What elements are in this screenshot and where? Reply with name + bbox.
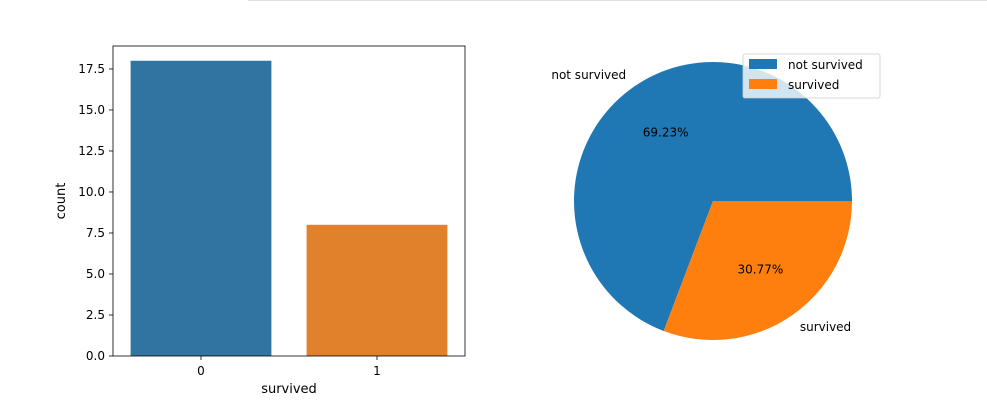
y-axis-ticks: 0.0 2.5 5.0 7.5 10.0 12.5 15.0 17.5	[78, 62, 113, 363]
pie-slice-not-survived	[574, 62, 852, 331]
legend: not survived survived	[742, 53, 881, 99]
bar-0	[130, 60, 272, 357]
pie-slice-label: survived	[800, 320, 851, 334]
legend-label: not survived	[788, 58, 863, 72]
x-axis-label: survived	[261, 382, 317, 397]
pie-slices	[574, 62, 852, 341]
legend-label: survived	[788, 78, 839, 92]
y-tick-label: 7.5	[86, 226, 105, 240]
x-tick-label: 0	[197, 364, 205, 378]
plot-frame	[112, 45, 466, 357]
legend-entries: not survived survived	[749, 58, 863, 92]
y-tick-label: 12.5	[78, 144, 105, 158]
y-tick-label: 15.0	[78, 103, 105, 117]
pie-labels: 69.23% not survived 30.77% survived	[551, 68, 851, 334]
legend-swatch	[749, 79, 777, 89]
pie-chart: 69.23% not survived 30.77% survived not sur…	[551, 53, 881, 341]
y-axis-label: count	[54, 183, 69, 220]
legend-swatch	[749, 59, 777, 69]
pie-slice-label: not survived	[551, 68, 626, 82]
bar-1	[306, 224, 448, 356]
pie-pct-label: 30.77%	[737, 263, 783, 277]
top-divider-line	[248, 0, 987, 1]
pie-slice-survived	[663, 201, 852, 341]
pie-pct-label: 69.23%	[643, 125, 689, 139]
y-tick-label: 17.5	[78, 62, 105, 76]
y-tick-label: 5.0	[86, 267, 105, 281]
legend-frame	[742, 53, 881, 99]
y-tick-label: 10.0	[78, 185, 105, 199]
x-tick-label: 1	[373, 364, 381, 378]
y-tick-label: 2.5	[86, 308, 105, 322]
bars	[130, 60, 448, 357]
y-tick-label: 0.0	[86, 349, 105, 363]
